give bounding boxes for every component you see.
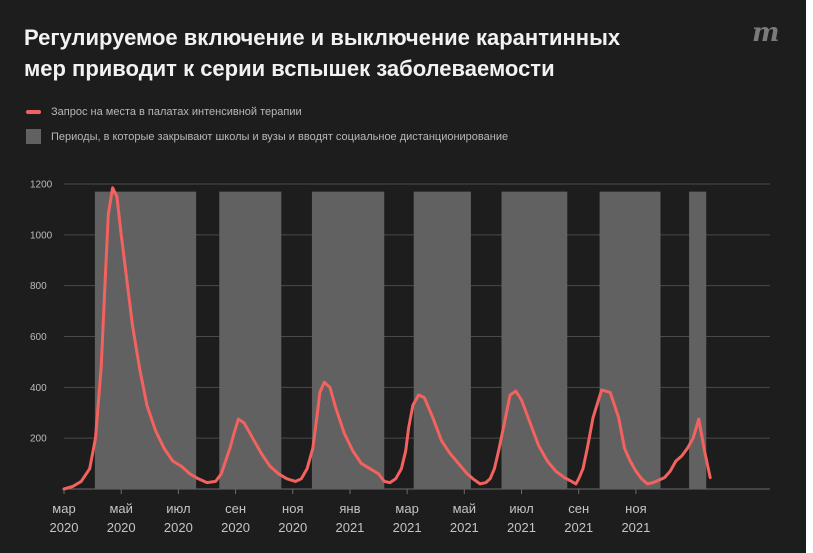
- series-line-icu-demand: [62, 186, 712, 491]
- x-tick-month-5: янв: [339, 501, 360, 516]
- y-tick-label-200: 200: [30, 434, 47, 445]
- y-axis-ticks: 200 400 600 800 1000 1200: [30, 180, 53, 445]
- x-tick-month-1: май: [109, 501, 132, 516]
- x-tick-year-5: 2021: [335, 520, 364, 535]
- x-tick-month-4: ноя: [282, 501, 303, 516]
- x-tick-month-8: июл: [509, 501, 533, 516]
- closure-period-5: [501, 191, 568, 489]
- closure-periods: [94, 191, 707, 489]
- x-tick-month-2: июл: [166, 501, 190, 516]
- x-tick-year-3: 2020: [221, 520, 250, 535]
- x-tick-month-7: май: [453, 501, 476, 516]
- x-axis-ticks: мар 2020 май 2020 июл 2020 сен 2020 ноя 2020 янв 20…: [50, 489, 650, 535]
- legend-line-swatch: [26, 110, 41, 114]
- x-tick-month-6: мар: [395, 501, 418, 516]
- y-tick-label-1000: 1000: [30, 230, 53, 241]
- x-tick-year-6: 2021: [393, 520, 422, 535]
- y-tick-label-1200: 1200: [30, 180, 53, 191]
- legend-box-swatch: [26, 129, 41, 144]
- closure-period-2: [219, 191, 282, 489]
- x-tick-year-9: 2021: [564, 520, 593, 535]
- meduza-logo-icon: m: [752, 18, 780, 48]
- x-tick-month-0: мар: [52, 501, 75, 516]
- x-tick-year-7: 2021: [450, 520, 479, 535]
- x-tick-year-8: 2021: [507, 520, 536, 535]
- x-tick-month-3: сен: [225, 501, 246, 516]
- legend-item-closure-periods: Периоды, в которые закрывают школы и вуз…: [26, 129, 508, 144]
- y-tick-label-400: 400: [30, 383, 47, 394]
- x-tick-month-9: сен: [568, 501, 589, 516]
- chart-title-line-2: мер приводит к серии вспышек заболеваемо…: [24, 56, 555, 81]
- y-tick-label-800: 800: [30, 281, 47, 292]
- x-tick-year-10: 2021: [621, 520, 650, 535]
- y-tick-label-600: 600: [30, 332, 47, 343]
- closure-period-1: [94, 191, 197, 489]
- x-tick-year-4: 2020: [278, 520, 307, 535]
- chart-title: Регулируемое включение и выключение кара…: [24, 22, 724, 84]
- x-tick-year-1: 2020: [107, 520, 136, 535]
- legend-box-label: Периоды, в которые закрывают школы и вуз…: [51, 130, 509, 143]
- x-tick-year-0: 2020: [50, 520, 79, 535]
- chart-title-line-1: Регулируемое включение и выключение кара…: [24, 25, 621, 50]
- x-tick-year-2: 2020: [164, 520, 193, 535]
- closure-period-7: [689, 191, 707, 489]
- legend-item-icu-demand: Запрос на места в палатах интенсивной те…: [26, 106, 302, 118]
- series-layer: [62, 186, 712, 491]
- legend-line-label: Запрос на места в палатах интенсивной те…: [51, 106, 302, 118]
- x-tick-month-10: ноя: [625, 501, 646, 516]
- closure-period-6: [599, 191, 661, 489]
